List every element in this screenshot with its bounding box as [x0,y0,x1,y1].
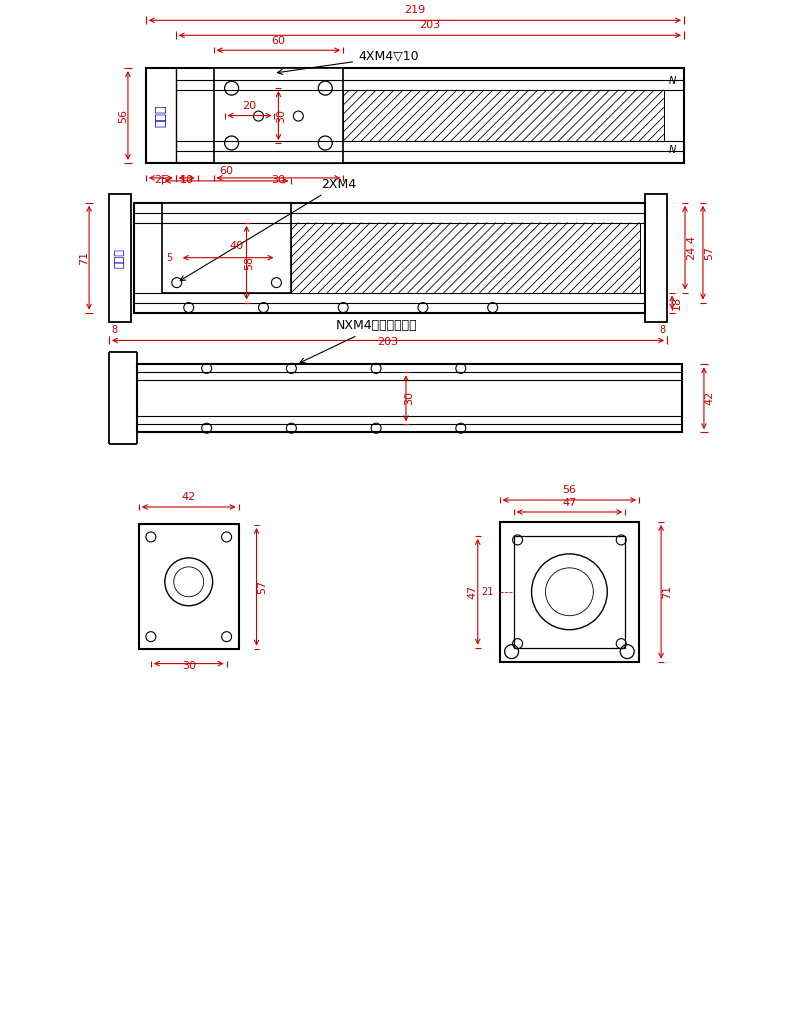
Text: 25: 25 [154,175,168,185]
Text: 联轴器: 联轴器 [115,247,125,268]
Text: 57: 57 [258,579,267,594]
Text: 57: 57 [704,245,714,260]
Text: 30: 30 [182,660,196,670]
Text: N: N [669,77,676,86]
Text: 56: 56 [562,485,577,495]
Text: 5: 5 [166,252,173,263]
Text: 71: 71 [79,250,89,265]
Text: 42: 42 [705,391,715,406]
Text: 8: 8 [659,325,665,335]
Text: 60: 60 [271,36,286,46]
Bar [109,194,131,322]
Text: 60: 60 [220,166,234,176]
Text: 21: 21 [482,587,494,597]
Text: 203: 203 [378,337,398,347]
Text: 30: 30 [404,391,414,406]
Bar [139,524,238,649]
Text: 58: 58 [245,256,254,270]
Text: 18: 18 [672,295,682,310]
Text: NXM4左右移动螺母: NXM4左右移动螺母 [300,320,418,363]
Bar [291,223,640,292]
Text: 30: 30 [277,108,286,123]
Text: 10: 10 [180,175,194,185]
Text: 2XM4: 2XM4 [180,178,356,280]
Text: N: N [669,145,676,155]
Text: 47: 47 [562,498,577,508]
Bar [514,536,626,648]
Bar [137,365,682,432]
Bar [146,68,684,162]
Text: 219: 219 [404,5,426,15]
Bar [500,522,639,661]
Bar [645,194,667,322]
Text: 71: 71 [662,585,672,599]
Bar [134,202,645,313]
Text: 40: 40 [230,241,244,250]
Text: 203: 203 [419,20,441,31]
Bar [343,90,664,141]
Text: 30: 30 [271,175,286,185]
Text: 24.4: 24.4 [686,235,696,261]
Text: 联轴器: 联轴器 [154,104,167,127]
Text: 8: 8 [111,325,117,335]
Text: 56: 56 [118,108,128,123]
Text: 4XM4▽10: 4XM4▽10 [278,50,418,75]
Bar [162,202,291,292]
Bar [214,68,343,162]
Text: 20: 20 [242,100,257,110]
Text: 42: 42 [182,492,196,502]
Text: 47: 47 [468,585,478,599]
